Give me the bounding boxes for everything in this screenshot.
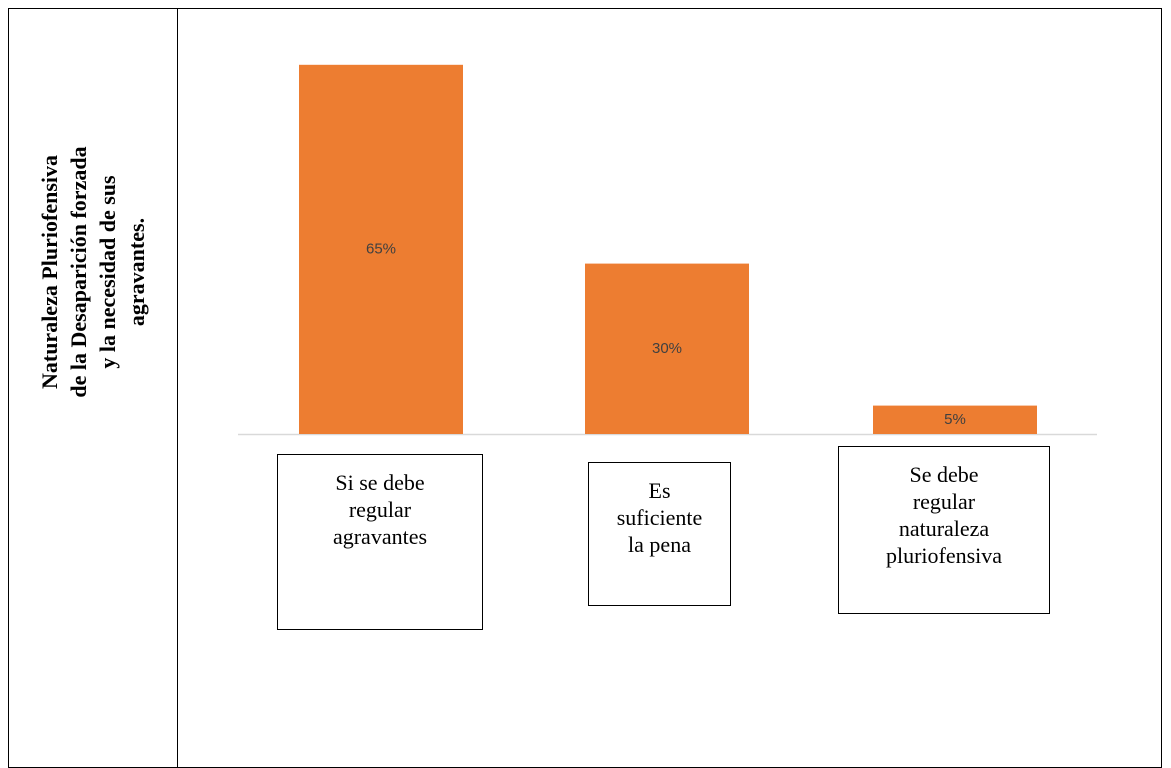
page: Naturaleza Pluriofensiva de la Desaparic… <box>8 8 1162 768</box>
category-label: Se debe regular naturaleza pluriofensiva <box>838 446 1050 614</box>
value-label: 65% <box>366 240 396 257</box>
category-label: Si se debe regular agravantes <box>277 454 483 630</box>
column-divider <box>177 8 178 768</box>
chart: 65% 30% 5% <box>238 64 1097 436</box>
bar <box>585 263 749 434</box>
value-label: 30% <box>652 340 682 357</box>
bar <box>299 64 463 435</box>
category-label: Es suficiente la pena <box>588 462 731 606</box>
bar <box>873 405 1037 434</box>
value-label: 5% <box>944 411 966 428</box>
